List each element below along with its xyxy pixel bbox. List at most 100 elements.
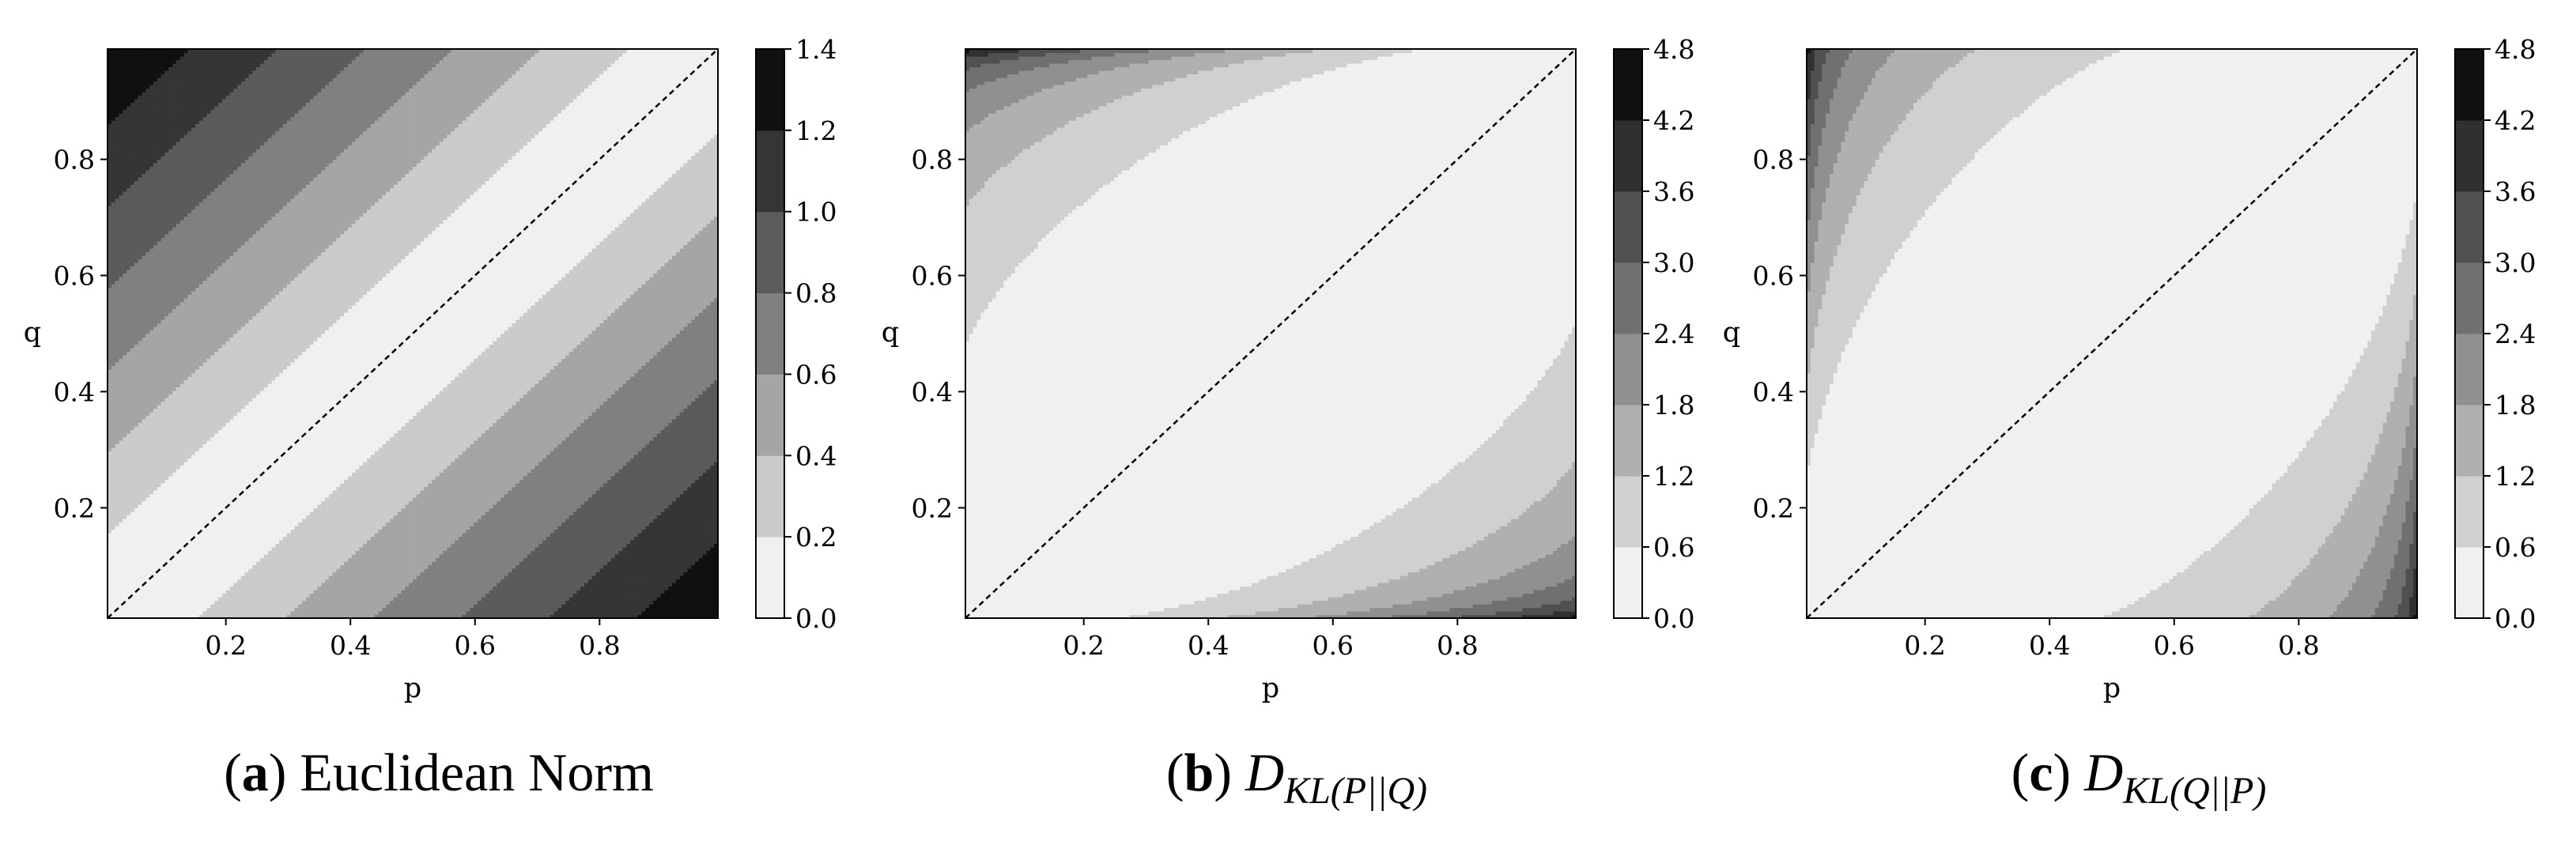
contour-cell	[184, 96, 188, 100]
contour-cell	[123, 56, 127, 60]
contour-cell	[184, 433, 188, 437]
contour-cell	[184, 120, 188, 124]
contour-cell	[184, 291, 188, 295]
contour-cell	[161, 455, 165, 458]
contour-cell	[214, 184, 218, 188]
contour-cell	[168, 526, 172, 530]
contour-cell	[153, 131, 157, 135]
contour-cell	[187, 191, 191, 195]
contour-cell	[161, 430, 165, 434]
contour-cell	[111, 316, 115, 320]
contour-cell	[172, 134, 176, 138]
contour-cell	[127, 138, 130, 142]
contour-cell	[164, 558, 168, 562]
contour-cell	[172, 352, 176, 356]
contour-cell	[195, 352, 199, 356]
contour-cell	[145, 483, 149, 487]
contour-cell	[123, 305, 127, 309]
contour-cell	[164, 234, 168, 238]
contour-cell	[149, 409, 153, 413]
contour-cell	[115, 195, 119, 199]
contour-cell	[130, 412, 134, 416]
contour-cell	[210, 533, 214, 537]
contour-cell	[180, 447, 184, 451]
contour-cell	[168, 309, 172, 313]
contour-cell	[153, 281, 157, 285]
contour-cell	[203, 483, 207, 487]
contour-cell	[172, 376, 176, 380]
contour-cell	[180, 362, 184, 366]
contour-cell	[203, 224, 207, 228]
contour-cell	[149, 181, 153, 185]
contour-cell	[161, 89, 165, 92]
contour-cell	[218, 447, 222, 451]
contour-cell	[142, 92, 145, 96]
contour-cell	[157, 153, 161, 157]
contour-cell	[172, 373, 176, 377]
contour-cell	[127, 312, 130, 316]
contour-cell	[111, 81, 115, 85]
contour-cell	[206, 298, 210, 302]
contour-cell	[153, 234, 157, 238]
contour-cell	[184, 220, 188, 224]
contour-cell	[111, 167, 115, 171]
contour-cell	[138, 473, 142, 477]
contour-cell	[119, 412, 123, 416]
contour-cell	[145, 487, 149, 491]
contour-cell	[153, 231, 157, 235]
contour-cell	[153, 209, 157, 213]
contour-cell	[142, 383, 145, 387]
contour-cell	[218, 437, 222, 441]
contour-cell	[187, 565, 191, 569]
contour-cell	[187, 330, 191, 334]
contour-cell	[203, 490, 207, 494]
contour-cell	[168, 487, 172, 491]
contour-cell	[138, 277, 142, 281]
contour-cell	[157, 77, 161, 81]
contour-cell	[123, 526, 127, 530]
contour-cell	[195, 206, 199, 209]
contour-cell	[195, 191, 199, 195]
contour-cell	[164, 291, 168, 295]
contour-cell	[203, 206, 207, 209]
contour-cell	[123, 473, 127, 477]
contour-cell	[145, 188, 149, 192]
contour-cell	[206, 519, 210, 522]
contour-cell	[134, 565, 138, 569]
contour-cell	[168, 70, 172, 74]
contour-cell	[157, 220, 161, 224]
contour-cell	[180, 608, 184, 612]
contour-cell	[111, 544, 115, 548]
contour-cell	[210, 96, 214, 100]
contour-cell	[172, 202, 176, 206]
contour-cell	[218, 63, 222, 67]
contour-cell	[115, 170, 119, 174]
contour-cell	[164, 544, 168, 548]
contour-cell	[149, 245, 153, 249]
contour-cell	[199, 262, 203, 266]
contour-cell	[145, 597, 149, 601]
contour-cell	[214, 466, 218, 470]
contour-cell	[195, 511, 199, 515]
contour-cell	[199, 380, 203, 384]
contour-cell	[142, 355, 145, 359]
contour-cell	[138, 156, 142, 160]
contour-cell	[222, 390, 226, 394]
contour-cell	[145, 430, 149, 434]
contour-cell	[138, 209, 142, 213]
contour-cell	[168, 131, 172, 135]
contour-cell	[153, 497, 157, 501]
contour-cell	[157, 579, 161, 583]
contour-cell	[206, 426, 210, 430]
contour-cell	[115, 419, 119, 423]
contour-cell	[222, 433, 226, 437]
contour-cell	[130, 469, 134, 473]
contour-cell	[111, 355, 115, 359]
contour-cell	[115, 281, 119, 285]
contour-cell	[195, 540, 199, 544]
contour-cell	[142, 89, 145, 92]
contour-cell	[123, 387, 127, 391]
contour-cell	[199, 153, 203, 157]
contour-cell	[218, 568, 222, 572]
contour-cell	[168, 217, 172, 221]
